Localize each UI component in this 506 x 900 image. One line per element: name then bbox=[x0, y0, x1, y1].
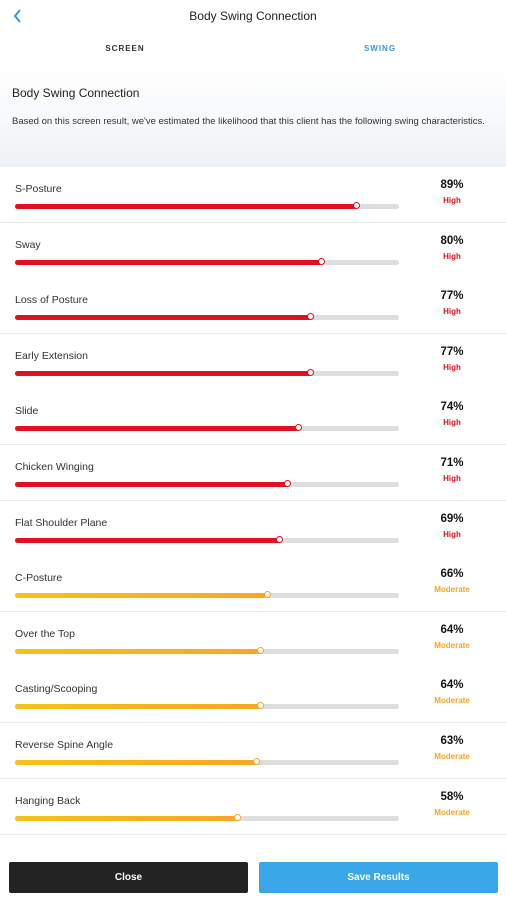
characteristic-row: Over the Top 64% Moderate bbox=[0, 611, 506, 668]
likelihood-percent: 80% bbox=[440, 234, 464, 247]
likelihood-level: Moderate bbox=[434, 585, 470, 595]
characteristic-row: Loss of Posture 77% High bbox=[0, 278, 506, 335]
likelihood-percent: 58% bbox=[440, 790, 464, 803]
likelihood-bar-fill bbox=[15, 482, 288, 487]
likelihood-bar bbox=[15, 313, 399, 321]
characteristic-row: Sway 80% High bbox=[0, 222, 506, 279]
bar-end-marker bbox=[352, 202, 360, 209]
characteristic-row: Casting/Scooping 64% Moderate bbox=[0, 667, 506, 724]
likelihood-bar-fill bbox=[15, 426, 300, 432]
likelihood-bar bbox=[15, 480, 399, 487]
characteristic-name: Over the Top bbox=[15, 627, 75, 640]
characteristic-name: C-Posture bbox=[15, 572, 63, 585]
page-title: Body Swing Connection bbox=[189, 9, 317, 23]
characteristic-row: S-Posture 89% High bbox=[0, 167, 506, 223]
characteristic-name: Chicken Winging bbox=[15, 461, 94, 473]
likelihood-bar bbox=[15, 202, 399, 209]
bar-end-marker bbox=[256, 646, 264, 654]
likelihood-bar bbox=[15, 368, 399, 376]
characteristic-row: Early Extension 77% High bbox=[0, 333, 506, 390]
bar-end-marker bbox=[295, 424, 303, 432]
likelihood-bar-fill bbox=[15, 370, 311, 376]
bar-end-marker bbox=[283, 480, 291, 487]
likelihood-level: Moderate bbox=[434, 696, 470, 706]
likelihood-percent: 89% bbox=[440, 179, 464, 191]
tab-screen[interactable]: SCREEN bbox=[105, 44, 145, 53]
save-results-button[interactable]: Save Results bbox=[259, 862, 498, 893]
characteristic-name: Casting/Scooping bbox=[15, 683, 98, 696]
characteristic-row: Chicken Winging 71% High bbox=[0, 445, 506, 501]
section-title: Body Swing Connection bbox=[12, 86, 140, 100]
characteristic-row: C-Posture 66% Moderate bbox=[0, 556, 506, 613]
tab-bar: SCREEN SWING bbox=[0, 34, 506, 100]
characteristic-name: Hanging Back bbox=[15, 794, 81, 807]
likelihood-percent: 69% bbox=[440, 512, 464, 525]
likelihood-bar-fill bbox=[15, 704, 261, 710]
section-description: Based on this screen result, we've estim… bbox=[12, 116, 485, 127]
intro-section: Body Swing Connection Based on this scre… bbox=[0, 67, 506, 167]
close-button[interactable]: Close bbox=[9, 862, 248, 893]
bar-end-marker bbox=[252, 758, 260, 765]
likelihood-bar-fill bbox=[15, 760, 257, 765]
likelihood-level: High bbox=[443, 196, 461, 205]
likelihood-percent: 66% bbox=[440, 568, 464, 581]
footer: Close Save Results bbox=[0, 855, 506, 900]
likelihood-level: High bbox=[443, 529, 461, 539]
characteristic-name: Sway bbox=[15, 238, 41, 251]
characteristic-row: Slide 74% High bbox=[0, 389, 506, 446]
tab-swing[interactable]: SWING bbox=[363, 44, 397, 53]
likelihood-percent: 77% bbox=[440, 345, 464, 358]
bar-end-marker bbox=[264, 591, 272, 599]
likelihood-percent: 74% bbox=[440, 401, 464, 414]
likelihood-percent: 64% bbox=[440, 623, 464, 636]
bar-end-marker bbox=[233, 813, 241, 821]
likelihood-bar bbox=[15, 646, 399, 654]
characteristic-row: Hanging Back 58% Moderate bbox=[0, 778, 506, 835]
characteristic-row: Reverse Spine Angle 63% Moderate bbox=[0, 723, 506, 779]
likelihood-level: Moderate bbox=[434, 807, 470, 817]
bar-end-marker bbox=[275, 535, 283, 543]
likelihood-bar-fill bbox=[15, 259, 323, 265]
likelihood-bar-fill bbox=[15, 815, 238, 821]
likelihood-percent: 63% bbox=[440, 735, 464, 747]
characteristic-name: Flat Shoulder Plane bbox=[15, 516, 108, 529]
likelihood-bar-fill bbox=[15, 315, 311, 321]
characteristic-name: Early Extension bbox=[15, 349, 88, 362]
characteristic-name: S-Posture bbox=[15, 183, 62, 195]
likelihood-level: High bbox=[443, 307, 461, 317]
chevron-left-icon bbox=[13, 9, 21, 23]
likelihood-level: Moderate bbox=[434, 640, 470, 650]
likelihood-percent: 77% bbox=[440, 290, 464, 303]
likelihood-bar-fill bbox=[15, 593, 269, 599]
likelihood-level: High bbox=[443, 251, 461, 261]
likelihood-bar-fill bbox=[15, 648, 261, 654]
characteristic-name: Loss of Posture bbox=[15, 294, 88, 307]
likelihood-bar-fill bbox=[15, 204, 357, 209]
likelihood-bar bbox=[15, 758, 399, 765]
likelihood-level: Moderate bbox=[434, 752, 470, 761]
bar-end-marker bbox=[318, 257, 326, 265]
back-button[interactable] bbox=[10, 6, 30, 26]
header: Body Swing Connection bbox=[0, 0, 506, 34]
likelihood-level: High bbox=[443, 474, 461, 483]
bar-end-marker bbox=[256, 702, 264, 710]
likelihood-bar bbox=[15, 591, 399, 599]
likelihood-bar bbox=[15, 813, 399, 821]
bar-end-marker bbox=[306, 313, 314, 321]
characteristic-name: Reverse Spine Angle bbox=[15, 739, 114, 751]
likelihood-bar bbox=[15, 257, 399, 265]
likelihood-bar bbox=[15, 702, 399, 710]
characteristic-row: Flat Shoulder Plane 69% High bbox=[0, 500, 506, 557]
likelihood-bar-fill bbox=[15, 537, 280, 543]
likelihood-bar bbox=[15, 424, 399, 432]
likelihood-level: High bbox=[443, 418, 461, 428]
characteristic-name: Slide bbox=[15, 405, 39, 418]
likelihood-percent: 64% bbox=[440, 679, 464, 692]
bar-end-marker bbox=[306, 368, 314, 376]
likelihood-percent: 71% bbox=[440, 457, 464, 469]
likelihood-level: High bbox=[443, 362, 461, 372]
likelihood-bar bbox=[15, 535, 399, 543]
